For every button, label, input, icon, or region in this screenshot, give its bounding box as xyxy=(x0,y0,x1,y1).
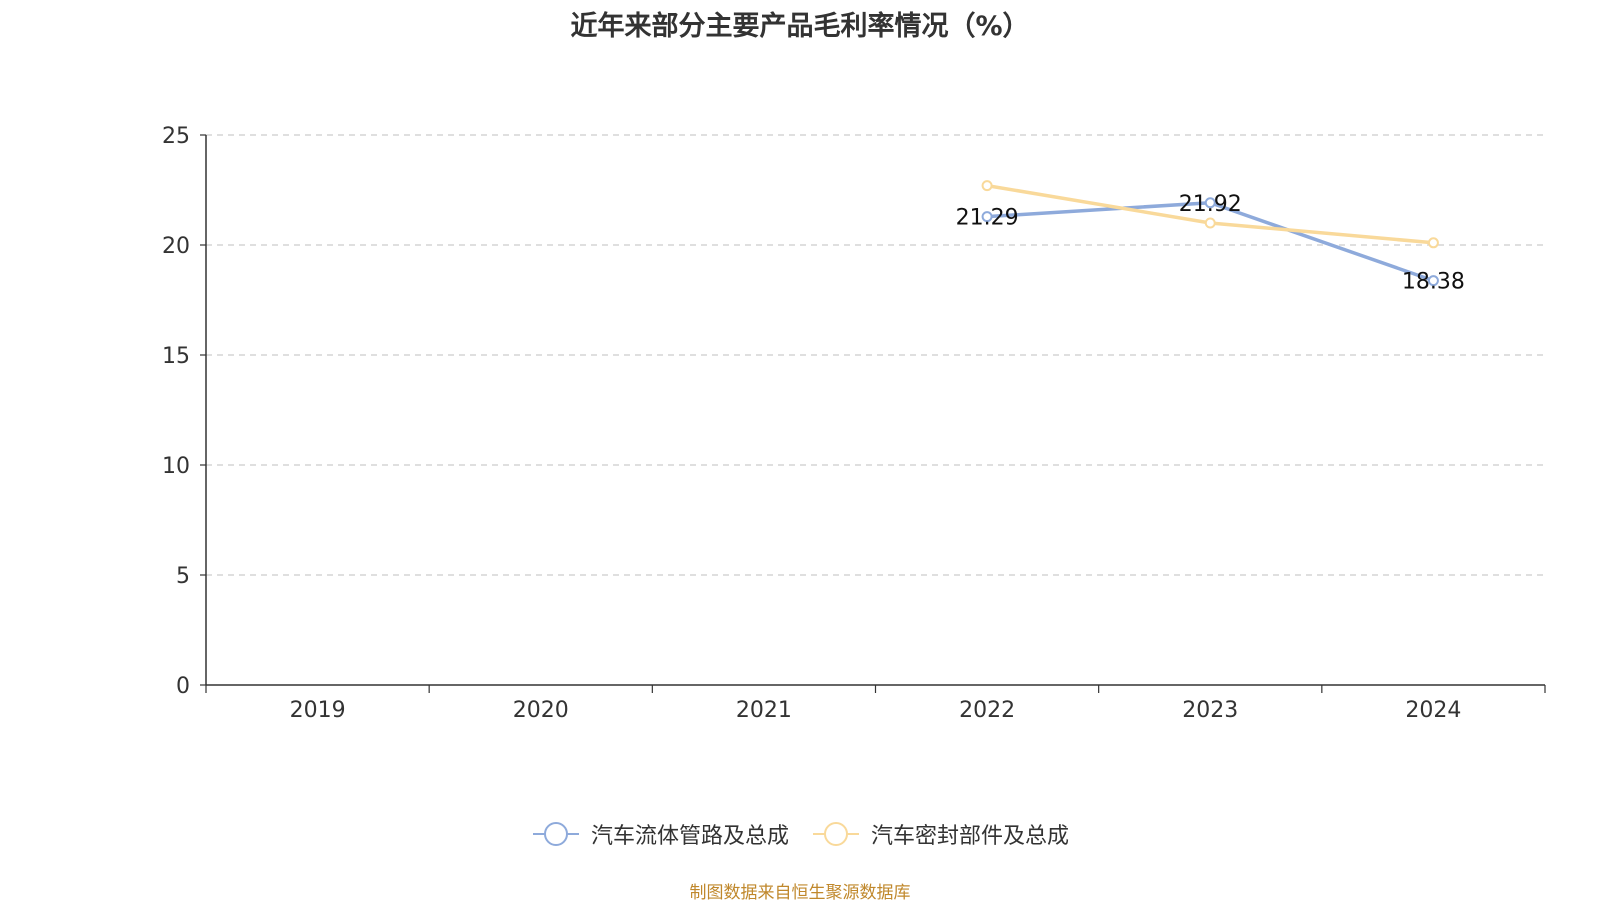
y-tick-label: 20 xyxy=(162,234,190,259)
x-tick-label: 2024 xyxy=(1405,698,1461,723)
data-point-series-1 xyxy=(1204,197,1216,209)
data-point-series-2 xyxy=(1204,217,1216,229)
x-tick-label: 2019 xyxy=(290,698,346,723)
data-point-series-2 xyxy=(1427,237,1439,249)
data-label: 21.29 xyxy=(956,206,1019,231)
source-note: 制图数据来自恒生聚源数据库 xyxy=(689,883,911,903)
x-tick-label: 2021 xyxy=(736,698,792,723)
data-point-series-1 xyxy=(981,211,993,223)
x-tick-label: 2023 xyxy=(1182,698,1238,723)
legend-label: 汽车密封部件及总成 xyxy=(871,824,1070,849)
data-label: 21.92 xyxy=(1179,192,1242,217)
legend: 汽车流体管路及总成 汽车密封部件及总成 xyxy=(0,818,1600,850)
y-tick-label: 15 xyxy=(162,344,190,369)
legend-marker-icon xyxy=(813,822,859,846)
data-label: 18.38 xyxy=(1402,270,1465,295)
x-tick-label: 2022 xyxy=(959,698,1015,723)
y-tick-label: 25 xyxy=(162,124,190,149)
y-tick-label: 10 xyxy=(162,454,190,479)
legend-label: 汽车流体管路及总成 xyxy=(590,824,789,849)
y-tick-label: 5 xyxy=(176,564,190,589)
legend-item-series-1[interactable]: 汽车流体管路及总成 xyxy=(531,818,789,850)
data-point-series-1 xyxy=(1427,275,1439,287)
line-chart: 0 5 10 15 20 25 2019 2020 2021 2022 2023 2024 21.29 2… xyxy=(162,124,1546,723)
y-tick-label: 0 xyxy=(176,674,190,699)
data-point-series-2 xyxy=(981,180,993,192)
legend-item-series-2[interactable]: 汽车密封部件及总成 xyxy=(811,818,1069,850)
chart-title: 近年来部分主要产品毛利率情况（%） xyxy=(570,11,1030,42)
x-tick-label: 2020 xyxy=(513,698,569,723)
legend-marker-icon xyxy=(532,822,579,846)
